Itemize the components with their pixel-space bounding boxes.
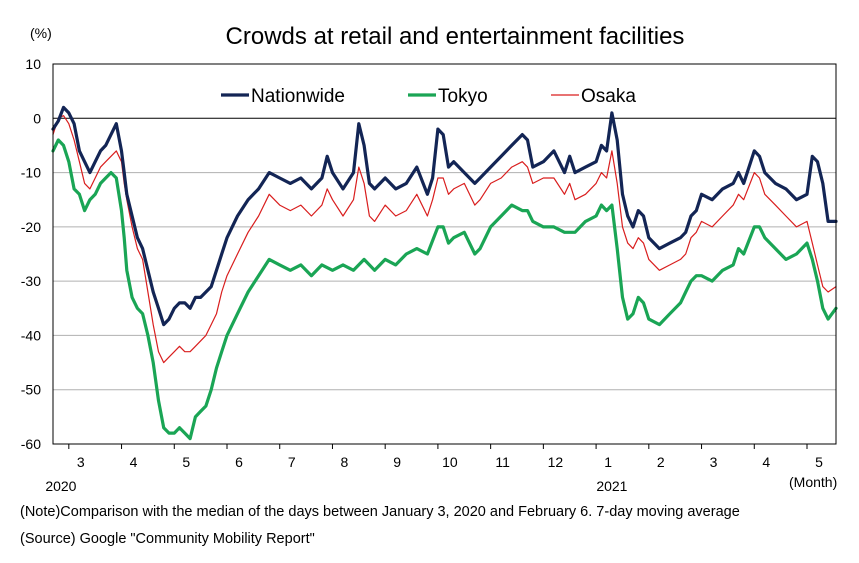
legend-label: Tokyo — [438, 86, 488, 107]
legend: Nationwide Tokyo Osaka — [221, 86, 636, 107]
y-axis-unit: (%) — [30, 25, 52, 41]
year-label: 2020 — [45, 478, 76, 494]
x-tick-label: 5 — [182, 454, 190, 470]
series-line-tokyo — [51, 138, 838, 441]
chart-note: (Note)Comparison with the median of the … — [20, 504, 740, 520]
x-axis-unit: (Month) — [789, 474, 837, 490]
y-tick-label: 10 — [25, 56, 41, 72]
y-tick-label: -60 — [21, 436, 41, 452]
y-tick-label: -20 — [21, 219, 41, 235]
x-tick-label: 5 — [815, 454, 823, 470]
x-tick-label: 9 — [393, 454, 401, 470]
y-tick-label: 0 — [33, 110, 41, 126]
chart-title: Crowds at retail and entertainment facil… — [226, 23, 685, 50]
x-tick-label: 4 — [762, 454, 770, 470]
series-lines — [51, 105, 838, 441]
y-tick-label: -30 — [21, 273, 41, 289]
y-tick-label: -40 — [21, 327, 41, 343]
x-tick-label: 4 — [130, 454, 138, 470]
y-tick-label: -50 — [21, 382, 41, 398]
x-tick-label: 2 — [657, 454, 665, 470]
x-tick-label: 12 — [548, 454, 564, 470]
x-tick-label: 10 — [442, 454, 458, 470]
axes: 100-10-20-30-40-50-603 4 5 6 7 8 9 10 11 12 1 2 3 4 52… — [21, 56, 837, 494]
legend-label: Osaka — [581, 86, 636, 107]
legend-item-tokyo: Tokyo — [408, 86, 488, 107]
series-line-osaka — [52, 115, 837, 364]
legend-item-osaka: Osaka — [551, 86, 636, 107]
x-tick-label: 7 — [288, 454, 296, 470]
y-tick-label: -10 — [21, 165, 41, 181]
chart-source: (Source) Google "Community Mobility Repo… — [20, 531, 315, 547]
plot-border — [52, 63, 837, 445]
legend-item-nationwide: Nationwide — [221, 86, 345, 107]
plot-background — [53, 64, 836, 444]
x-tick-label: 6 — [235, 454, 243, 470]
x-tick-label: 11 — [495, 454, 510, 470]
x-tick-label: 3 — [710, 454, 718, 470]
line-chart: 100-10-20-30-40-50-603 4 5 6 7 8 9 10 11 12 1 2 3 4 52… — [21, 23, 838, 494]
x-tick-label: 1 — [604, 454, 612, 470]
plot-area — [53, 64, 836, 444]
x-tick-label: 8 — [341, 454, 349, 470]
year-label: 2021 — [596, 478, 627, 494]
legend-label: Nationwide — [251, 86, 345, 107]
series-line-nationwide — [51, 105, 838, 327]
x-tick-label: 3 — [77, 454, 85, 470]
